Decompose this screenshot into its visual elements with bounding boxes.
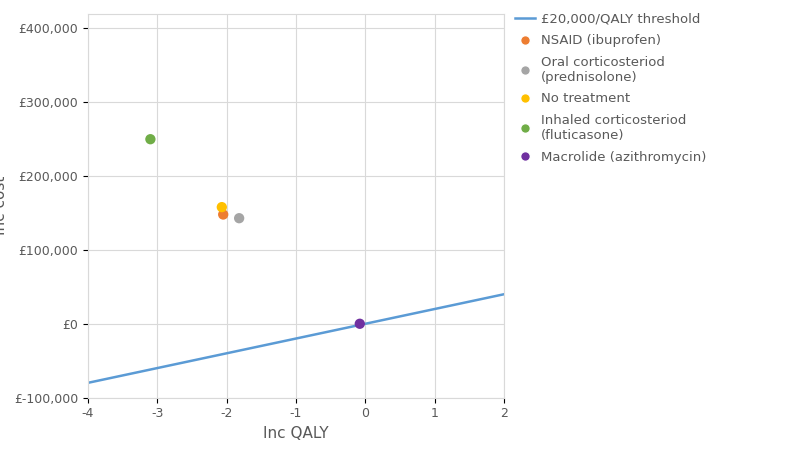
Y-axis label: Inc cost: Inc cost: [0, 176, 9, 235]
Point: [144, 136, 157, 143]
Point: [354, 320, 366, 327]
Legend: £20,000/QALY threshold, NSAID (ibuprofen), Oral corticosteriod
(prednisolone), N: £20,000/QALY threshold, NSAID (ibuprofen…: [514, 13, 706, 164]
Point: [215, 203, 228, 211]
Point: [233, 214, 246, 222]
X-axis label: Inc QALY: Inc QALY: [263, 426, 329, 441]
Point: [217, 211, 230, 218]
